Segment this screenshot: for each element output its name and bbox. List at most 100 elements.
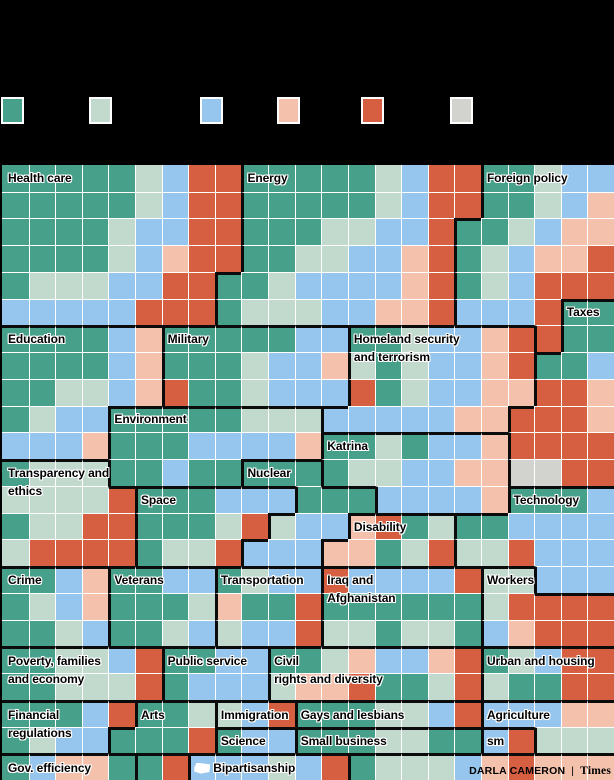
treemap-cell [55,459,82,486]
treemap-cell [294,512,322,540]
treemap-cell [294,592,322,620]
treemap-cell [55,592,82,620]
treemap-cell [294,485,322,513]
treemap-cell [28,378,56,406]
treemap-cell [374,753,402,780]
treemap-cell [507,459,535,486]
treemap-cell [81,245,109,272]
treemap-cell [108,512,136,540]
treemap-cell [268,325,295,353]
treemap-cell [108,753,136,780]
treemap-cell [454,191,481,219]
treemap-cell [188,191,215,219]
treemap-cell [347,726,375,754]
treemap-cell [241,646,269,674]
treemap-cell [55,352,82,379]
treemap-grid [2,165,614,780]
treemap-cell [507,673,535,700]
treemap-cell [268,619,295,647]
treemap-cell [81,673,109,700]
treemap-cell [454,325,481,353]
treemap-cell [28,191,56,219]
treemap-cell [401,512,428,540]
treemap-cell [374,459,402,486]
treemap-cell [507,619,535,647]
treemap-cell [480,646,508,674]
treemap-cell [81,459,109,486]
treemap-cell [214,539,242,567]
treemap-cell [214,673,242,700]
treemap-cell [294,646,322,674]
treemap-cell [108,432,136,460]
treemap-cell [507,753,535,780]
treemap-cell [188,726,215,754]
treemap-cell [401,325,428,353]
treemap-cell [560,726,588,754]
treemap-cell [214,298,242,326]
treemap-cell [81,298,109,326]
treemap-cell [55,699,82,727]
treemap-cell [294,191,322,219]
treemap-cell [427,619,455,647]
treemap-cell [55,485,82,513]
treemap-cell [534,566,561,593]
treemap-cell [454,485,481,513]
treemap-cell [2,699,29,727]
treemap-cell [268,699,295,727]
treemap-cell [454,352,481,379]
treemap-cell [214,271,242,299]
treemap-cell [108,459,136,486]
treemap-cell [507,352,535,379]
treemap-cell [81,218,109,246]
treemap-cell [321,325,348,353]
treemap-cell [587,191,614,219]
treemap-cell [81,378,109,406]
treemap-cell [214,699,242,727]
treemap-cell [28,699,56,727]
treemap-cell [427,191,455,219]
treemap-cell [2,459,29,486]
treemap-cell [321,432,348,460]
treemap-cell [427,218,455,246]
treemap-cell [401,378,428,406]
treemap-cell [2,485,29,513]
treemap-cell [347,619,375,647]
treemap-cell [241,673,269,700]
treemap-cell [401,726,428,754]
treemap-cell [268,459,295,486]
treemap-cell [135,191,162,219]
treemap-cell [241,245,269,272]
treemap-cell [241,592,269,620]
treemap-cell [401,485,428,513]
treemap-cell [534,191,561,219]
treemap-cell [268,566,295,593]
treemap-cell [321,699,348,727]
treemap-cell [587,485,614,513]
treemap-cell [81,566,109,593]
treemap-cell [587,271,614,299]
treemap-cell [188,699,215,727]
treemap-cell [480,218,508,246]
treemap-cell [214,485,242,513]
treemap-cell [480,165,508,192]
treemap-cell [268,165,295,192]
treemap-cell [374,566,402,593]
treemap-cell [55,539,82,567]
treemap-cell [135,298,162,326]
treemap-cell [2,539,29,567]
treemap-cell [135,218,162,246]
treemap-cell [560,165,588,192]
treemap-cell [81,271,109,299]
treemap-cell [401,646,428,674]
treemap-cell [480,539,508,567]
treemap-cell [161,271,189,299]
treemap-cell [374,325,402,353]
treemap-cell [294,619,322,647]
treemap-cell [347,485,375,513]
credit-separator: | [571,765,575,777]
treemap-cell [28,539,56,567]
treemap-cell [161,245,189,272]
treemap-cell [28,245,56,272]
treemap-cell [374,432,402,460]
treemap-cell [427,646,455,674]
